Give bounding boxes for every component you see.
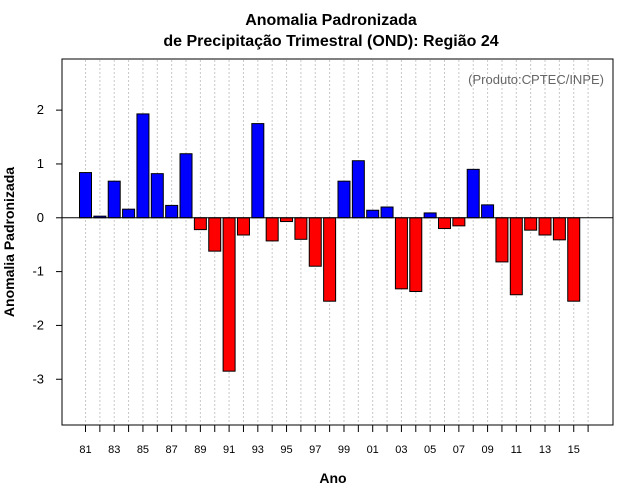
bar-15 [567, 217, 581, 302]
chart-title-line-2: de Precipitação Trimestral (OND): Região… [163, 33, 498, 50]
bar-12 [524, 217, 538, 231]
bar-84 [122, 208, 136, 219]
bar-85 [136, 113, 150, 219]
bar-00 [351, 160, 365, 219]
x-tick-label-03: 03 [395, 444, 407, 456]
y-axis-title: Anomalia Padronizada [1, 167, 17, 317]
bar-94 [265, 217, 279, 242]
x-tick-label-09: 09 [481, 444, 493, 456]
y-tick-label: 2 [37, 102, 44, 117]
bar-02 [380, 206, 394, 219]
y-axis: 2 1 0 -1 -2 -3 [32, 102, 62, 386]
bar-08 [466, 168, 480, 219]
x-tick-label-93: 93 [252, 444, 264, 456]
vertical-gridlines [85, 60, 589, 424]
x-tick-label-01: 01 [367, 444, 379, 456]
bar-86 [150, 173, 164, 219]
x-axis-title: Ano [319, 470, 346, 486]
bar-89 [193, 217, 207, 231]
bar-01 [366, 209, 380, 219]
bar-96 [294, 217, 308, 240]
x-tick-label-07: 07 [453, 444, 465, 456]
x-tick-label-91: 91 [223, 444, 235, 456]
bar-93 [251, 123, 265, 219]
y-tick-label: 1 [37, 156, 44, 171]
bar-87 [165, 204, 179, 219]
bar-03 [394, 217, 408, 290]
x-tick-label-13: 13 [539, 444, 551, 456]
x-tick-label-83: 83 [108, 444, 120, 456]
bar-09 [481, 204, 495, 219]
bar-95 [280, 217, 294, 223]
bar-97 [308, 217, 322, 267]
x-tick-label-81: 81 [79, 444, 91, 456]
bar-99 [337, 180, 351, 219]
bar-81 [79, 172, 92, 219]
y-tick-label: -1 [32, 264, 44, 279]
y-tick-label: -3 [32, 371, 44, 386]
bar-14 [552, 217, 566, 241]
x-tick-label-15: 15 [568, 444, 580, 456]
bar-05 [423, 212, 437, 219]
x-tick-label-89: 89 [194, 444, 206, 456]
x-tick-label-11: 11 [511, 444, 522, 456]
x-tick-label-97: 97 [309, 444, 321, 456]
x-tick-label-95: 95 [280, 444, 292, 456]
credit-label: (Produto:CPTEC/INPE) [468, 72, 604, 87]
bar-06 [438, 217, 451, 230]
x-tick-label-87: 87 [166, 444, 178, 456]
x-tick-label-85: 85 [137, 444, 149, 456]
bar-10 [495, 217, 509, 263]
bar-88 [179, 153, 193, 219]
x-axis: 81 83 85 87 89 91 93 95 97 99 01 03 05 07 09 11 13 15 [79, 425, 589, 456]
bars-group [79, 113, 581, 372]
x-tick-label-05: 05 [424, 444, 436, 456]
bar-83 [107, 180, 121, 219]
x-tick-label-99: 99 [338, 444, 350, 456]
bar-98 [323, 217, 337, 302]
y-tick-label: 0 [37, 210, 44, 225]
bar-11 [509, 217, 523, 296]
chart-title-line-1: Anomalia Padronizada [245, 12, 417, 29]
bar-90 [208, 217, 222, 252]
bar-92 [236, 217, 250, 236]
bar-04 [409, 217, 423, 293]
y-tick-label: -2 [32, 317, 44, 332]
bar-91 [222, 217, 236, 372]
bar-07 [452, 217, 466, 227]
bar-13 [538, 217, 552, 236]
